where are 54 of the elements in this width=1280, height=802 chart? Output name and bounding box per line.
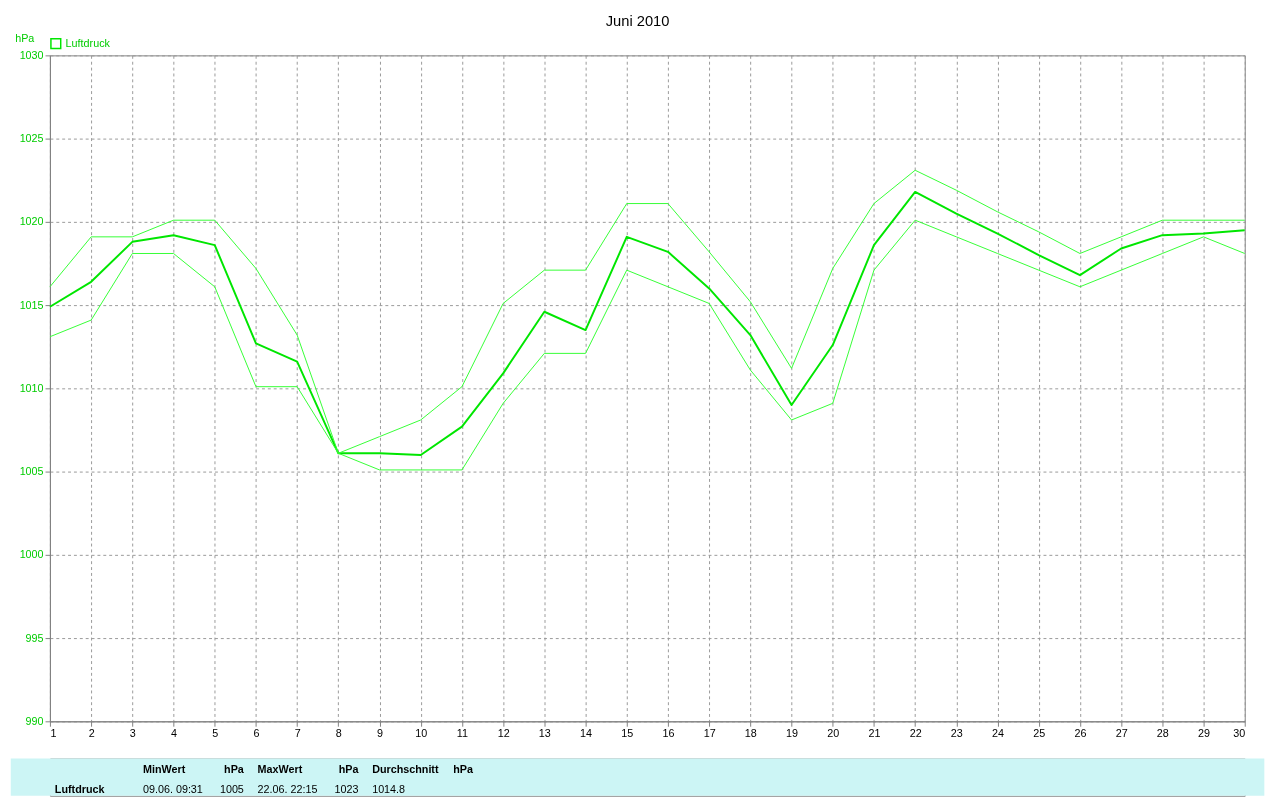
y-tick-label: 1005 <box>19 465 44 478</box>
x-tick-label: 24 <box>992 727 1005 740</box>
x-tick-label: 20 <box>827 727 840 740</box>
x-tick-label: 14 <box>580 727 593 740</box>
text: 09.06. 09:31 <box>142 782 203 795</box>
x-tick-label: 9 <box>377 727 384 740</box>
x-tick-label: 8 <box>335 727 342 740</box>
text: Luftdruck <box>54 782 105 795</box>
text: MaxWert <box>257 763 303 776</box>
y-tick-label: 1015 <box>19 298 44 311</box>
text: 1014.8 <box>372 782 406 795</box>
x-tick-label: 26 <box>1074 727 1087 740</box>
y-tick-label: 1025 <box>19 132 44 145</box>
y-tick-label: 1030 <box>19 48 44 61</box>
x-tick-label: 29 <box>1198 727 1211 740</box>
legend-label: Luftdruck <box>65 36 111 49</box>
x-tick-label: 16 <box>662 727 675 740</box>
text: 1005 <box>219 782 244 795</box>
x-tick-label: 28 <box>1156 727 1169 740</box>
x-tick-label: 3 <box>129 727 136 740</box>
x-tick-label: 30 <box>1233 727 1246 740</box>
text: Durchschnitt <box>372 763 439 776</box>
x-tick-label: 23 <box>950 727 963 740</box>
text: MinWert <box>142 763 186 776</box>
x-tick-label: 4 <box>171 727 178 740</box>
x-tick-label: 15 <box>621 727 634 740</box>
x-tick-label: 12 <box>497 727 510 740</box>
text: 1023 <box>334 782 359 795</box>
x-tick-label: 2 <box>88 727 95 740</box>
x-tick-label: 10 <box>415 727 428 740</box>
text: hPa <box>338 763 360 776</box>
text: hPa <box>224 763 245 776</box>
x-tick-label: 7 <box>294 727 301 740</box>
y-tick-label: 1010 <box>19 381 44 394</box>
chart-title: Juni 2010 <box>605 12 670 29</box>
x-tick-label: 6 <box>253 727 260 740</box>
x-tick-label: 25 <box>1033 727 1046 740</box>
x-tick-label: 22 <box>909 727 922 740</box>
x-tick-label: 11 <box>456 727 469 740</box>
y-tick-label: 990 <box>25 714 44 727</box>
x-tick-label: 17 <box>703 727 716 740</box>
x-tick-label: 21 <box>868 727 881 740</box>
y-tick-label: 1000 <box>19 548 44 561</box>
text: 22.06. 22:15 <box>257 782 318 795</box>
y-tick-label: 1020 <box>19 215 44 228</box>
x-tick-label: 19 <box>786 727 799 740</box>
y-axis-title: hPa <box>15 32 35 45</box>
x-tick-label: 13 <box>538 727 551 740</box>
text: hPa <box>453 763 475 776</box>
x-tick-label: 1 <box>50 727 57 740</box>
y-tick-label: 995 <box>25 631 44 644</box>
x-tick-label: 27 <box>1115 727 1128 740</box>
x-tick-label: 18 <box>744 727 757 740</box>
x-tick-label: 5 <box>212 727 219 740</box>
